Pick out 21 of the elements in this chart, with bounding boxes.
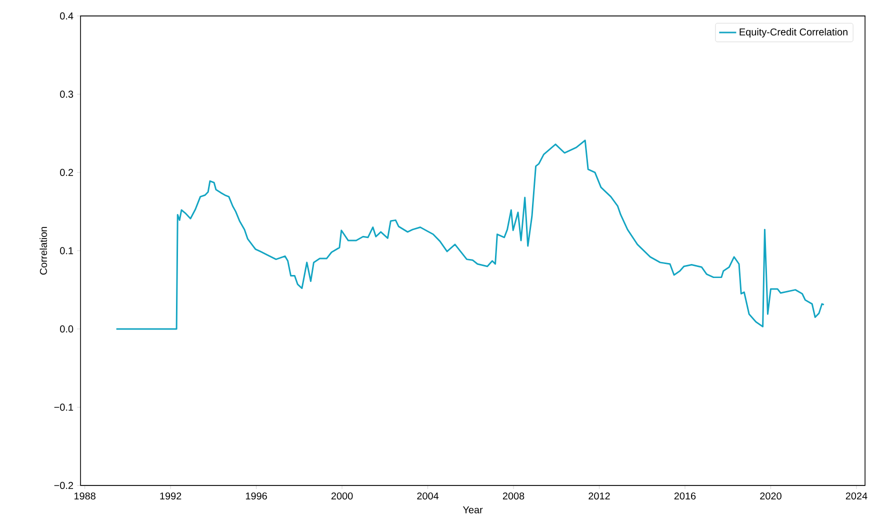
x-tick-label: 1992: [160, 492, 182, 500]
y-tick-label: 0.3: [60, 90, 74, 98]
x-tick-label: 2004: [417, 492, 439, 500]
y-tick-label: 0.0: [60, 325, 74, 332]
y-tick-label: 0.1: [60, 247, 74, 254]
x-tick-label: 2016: [674, 492, 696, 500]
x-tick-label: 1996: [246, 492, 267, 500]
y-tick-label: 0.2: [60, 168, 74, 176]
x-tick-label: 2024: [846, 492, 868, 500]
legend-label: Equity-Credit Correlation: [740, 28, 848, 38]
x-tick-label: 1988: [74, 492, 96, 500]
x-axis-title: Year: [462, 506, 483, 514]
y-tick-label: 0.4: [60, 12, 74, 20]
y-tick-label: −0.1: [54, 404, 74, 411]
x-tick-label: 2008: [502, 492, 524, 500]
x-tick-label: 2000: [331, 492, 353, 500]
x-tick-label: 2012: [588, 492, 610, 500]
y-tick-label: −0.2: [54, 482, 74, 489]
y-axis-title: Correlation: [40, 226, 47, 274]
line-series: [116, 139, 825, 330]
x-tick-label: 2020: [760, 492, 782, 500]
